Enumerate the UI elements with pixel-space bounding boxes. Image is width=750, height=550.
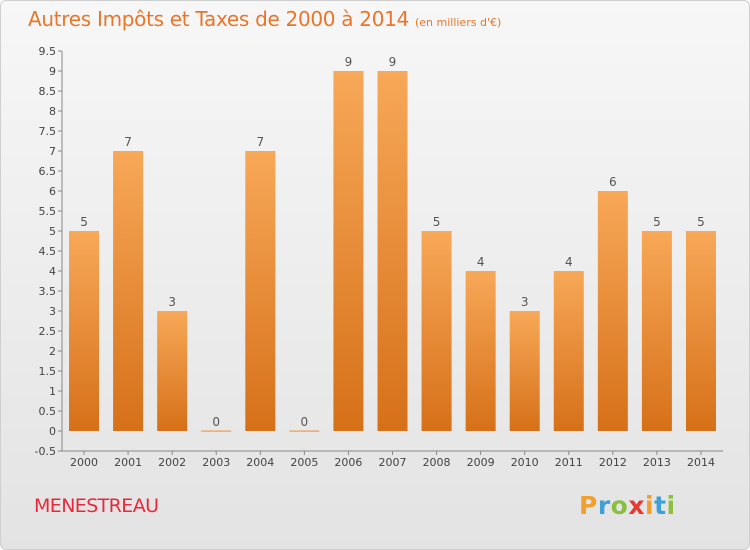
- bar: [157, 311, 188, 431]
- bar: [509, 311, 540, 431]
- bar: [333, 71, 364, 431]
- data-label: 3: [521, 295, 529, 309]
- y-tick-label: 7: [49, 145, 56, 158]
- logo-letter: P: [579, 491, 598, 520]
- chart-labels: 5 7 3 0 7 0 9 9 5 4 3 4 6 5 5: [80, 55, 705, 429]
- chart-subtitle: (en milliers d'€): [415, 16, 502, 29]
- bar: [113, 151, 144, 431]
- x-tick-label: 2007: [379, 456, 407, 469]
- bar: [641, 231, 672, 431]
- x-tick-label: 2004: [246, 456, 274, 469]
- y-tick-label: 1.5: [39, 365, 57, 378]
- x-tick-label: 2012: [599, 456, 627, 469]
- x-tick-label: 2014: [687, 456, 715, 469]
- data-label: 5: [653, 215, 661, 229]
- chart-title-text: Autres Impôts et Taxes de 2000 à 2014: [28, 7, 409, 31]
- data-label: 0: [212, 415, 220, 429]
- bar: [465, 271, 496, 431]
- chart-bars: [69, 71, 716, 432]
- data-label: 7: [256, 135, 264, 149]
- town-name: MENESTREAU: [34, 495, 159, 517]
- bar: [421, 231, 452, 431]
- data-label: 4: [565, 255, 573, 269]
- y-tick-label: 1: [49, 385, 56, 398]
- x-tick-label: 2008: [423, 456, 451, 469]
- y-tick-label: 2.5: [39, 325, 57, 338]
- logo-letter: x: [628, 491, 645, 520]
- x-tick-label: 2006: [334, 456, 362, 469]
- y-tick-label: 9: [49, 65, 56, 78]
- x-tick-label: 2009: [467, 456, 495, 469]
- data-label: 6: [609, 175, 617, 189]
- data-label: 5: [697, 215, 705, 229]
- x-tick-label: 2001: [114, 456, 142, 469]
- x-tick-label: 2005: [290, 456, 318, 469]
- y-tick-label: 3: [49, 305, 56, 318]
- proxiti-logo: Proxiti: [579, 491, 676, 520]
- data-label: 9: [389, 55, 397, 69]
- y-tick-label: 8: [49, 105, 56, 118]
- y-tick-label: 3.5: [39, 285, 57, 298]
- chart-axes: -0.5 0 0.5 1 1.5 2 2.5 3 3.5 4 4.5 5 5.5 6 6.5 7 7.5 8 8.5…: [35, 45, 723, 469]
- y-tick-label: 8.5: [39, 85, 57, 98]
- data-label: 3: [168, 295, 176, 309]
- bar: [201, 430, 232, 432]
- y-tick-label: -0.5: [35, 445, 56, 458]
- logo-letter: i: [666, 491, 676, 520]
- y-tick-label: 9.5: [39, 45, 57, 58]
- x-tick-label: 2003: [202, 456, 230, 469]
- logo-letter: t: [654, 491, 667, 520]
- y-tick-label: 2: [49, 345, 56, 358]
- y-tick-label: 5.5: [39, 205, 57, 218]
- bar: [685, 231, 716, 431]
- data-label: 9: [345, 55, 353, 69]
- logo-letter: o: [610, 491, 629, 520]
- x-tick-label: 2011: [555, 456, 583, 469]
- bar: [69, 231, 100, 431]
- bar: [245, 151, 276, 431]
- bar: [597, 191, 628, 431]
- y-tick-label: 0.5: [39, 405, 57, 418]
- x-tick-label: 2002: [158, 456, 186, 469]
- y-tick-label: 7.5: [39, 125, 57, 138]
- data-label: 4: [477, 255, 485, 269]
- logo-letter: r: [597, 491, 611, 520]
- y-tick-label: 6: [49, 185, 56, 198]
- data-label: 5: [433, 215, 441, 229]
- y-tick-label: 6.5: [39, 165, 57, 178]
- data-label: 0: [301, 415, 309, 429]
- y-tick-label: 4: [49, 265, 56, 278]
- data-label: 5: [80, 215, 88, 229]
- bar: [377, 71, 408, 431]
- y-tick-label: 4.5: [39, 245, 57, 258]
- chart-title: Autres Impôts et Taxes de 2000 à 2014 (en…: [28, 7, 501, 31]
- y-tick-label: 0: [49, 425, 56, 438]
- logo-letter: i: [645, 491, 655, 520]
- x-tick-label: 2000: [70, 456, 98, 469]
- bar: [553, 271, 584, 431]
- y-tick-label: 5: [49, 225, 56, 238]
- data-label: 7: [124, 135, 132, 149]
- x-tick-label: 2013: [643, 456, 671, 469]
- bar: [289, 430, 320, 432]
- x-tick-label: 2010: [511, 456, 539, 469]
